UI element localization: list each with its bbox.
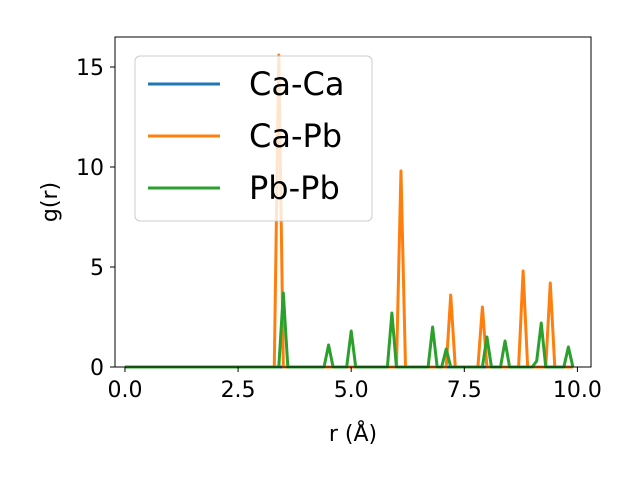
y-axis-label: g(r): [38, 182, 63, 222]
x-axis: 0.0 2.5 5.0 7.5 10.0: [107, 367, 602, 403]
y-axis: 0 5 10 15: [76, 56, 115, 381]
plot-frame: [114, 36, 592, 368]
x-tick-label: 10.0: [553, 378, 602, 403]
legend-label-ca-ca: Ca-Ca: [249, 65, 344, 103]
y-tick-label: 15: [76, 56, 104, 81]
y-tick-label: 5: [90, 256, 104, 281]
legend-label-pb-pb: Pb-Pb: [249, 169, 340, 207]
x-axis-label: r (Å): [329, 420, 377, 447]
legend: Ca-Ca Ca-Pb Pb-Pb: [134, 55, 373, 222]
x-tick-label: 0.0: [107, 378, 142, 403]
y-tick-label: 10: [76, 156, 104, 181]
x-tick-label: 5.0: [334, 378, 369, 403]
y-tick-label: 0: [90, 356, 104, 381]
legend-box: [134, 55, 373, 222]
x-tick-label: 7.5: [447, 378, 482, 403]
legend-label-ca-pb: Ca-Pb: [249, 117, 342, 155]
x-tick-label: 2.5: [221, 378, 256, 403]
